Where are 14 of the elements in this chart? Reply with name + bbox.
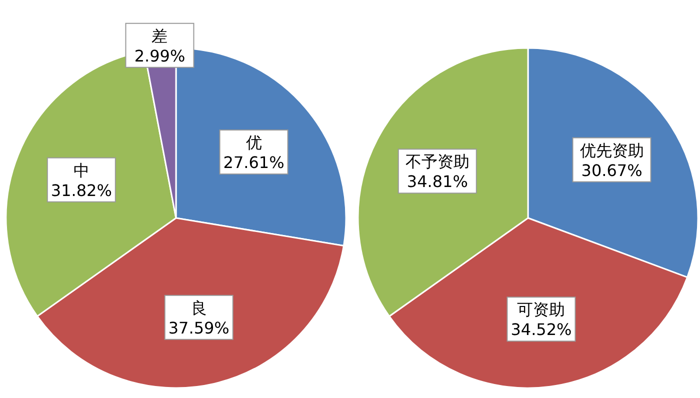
slice-label: 不予资助 bbox=[405, 152, 470, 172]
data-label: 37.59% bbox=[168, 318, 230, 338]
slice-label: 良 bbox=[190, 298, 207, 318]
slice-label: 优 bbox=[246, 133, 262, 152]
slice-label: 差 bbox=[152, 26, 168, 46]
data-label: 34.81% bbox=[406, 172, 468, 192]
slice-label: 优先资助 bbox=[580, 140, 644, 160]
data-label: 34.52% bbox=[510, 320, 572, 340]
data-label: 30.67% bbox=[581, 160, 642, 180]
slice-label: 可资助 bbox=[517, 300, 566, 320]
data-label: 31.82% bbox=[50, 180, 112, 200]
slice-label: 中 bbox=[73, 160, 90, 180]
data-label: 2.99% bbox=[134, 46, 186, 66]
data-label: 27.61% bbox=[223, 153, 284, 172]
